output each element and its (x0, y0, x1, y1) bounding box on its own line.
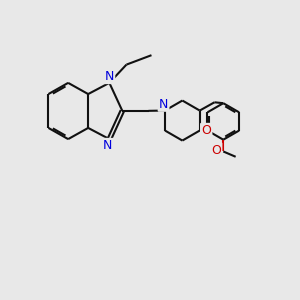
Text: O: O (211, 143, 221, 157)
Text: N: N (159, 98, 168, 111)
Text: O: O (201, 124, 211, 137)
Text: N: N (105, 70, 114, 83)
Text: N: N (103, 139, 112, 152)
